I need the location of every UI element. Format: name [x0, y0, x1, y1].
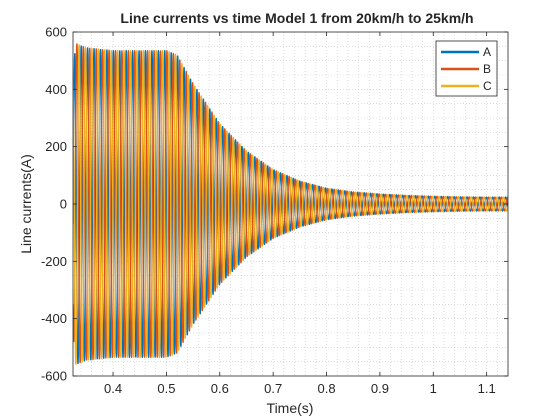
series-layer	[73, 43, 508, 365]
x-tick-label: 0.6	[211, 381, 229, 396]
y-tick-label: -200	[41, 254, 67, 269]
y-tick-label: -600	[41, 369, 67, 384]
series-line-a	[73, 45, 508, 365]
y-tick-label: 400	[45, 82, 67, 97]
x-tick-label: 0.5	[157, 381, 175, 396]
axis-ticks: 0.4 0.5 0.6 0.7 0.8 0.9 1 1.1 600 400 200 0 -200 -400…	[41, 25, 508, 396]
y-tick-label: 200	[45, 139, 67, 154]
x-tick-label: 0.9	[371, 381, 389, 396]
legend: ABC	[435, 40, 498, 97]
y-axis-label: Line currents(A)	[18, 154, 34, 254]
x-tick-label: 1.1	[478, 381, 496, 396]
y-tick-label: 600	[45, 25, 67, 40]
series-line-c	[73, 44, 508, 365]
y-tick-label: -400	[41, 311, 67, 326]
legend-label-c: C	[483, 79, 492, 93]
x-tick-label: 0.7	[264, 381, 282, 396]
x-tick-label: 0.8	[317, 381, 335, 396]
y-tick-label: 0	[60, 197, 67, 212]
chart-title: Line currents vs time Model 1 from 20km/…	[120, 10, 473, 26]
x-axis-label: Time(s)	[267, 400, 314, 416]
x-tick-label: 0.4	[104, 381, 122, 396]
legend-label-a: A	[483, 45, 491, 59]
x-tick-label: 1	[430, 381, 437, 396]
legend-label-b: B	[483, 62, 491, 76]
